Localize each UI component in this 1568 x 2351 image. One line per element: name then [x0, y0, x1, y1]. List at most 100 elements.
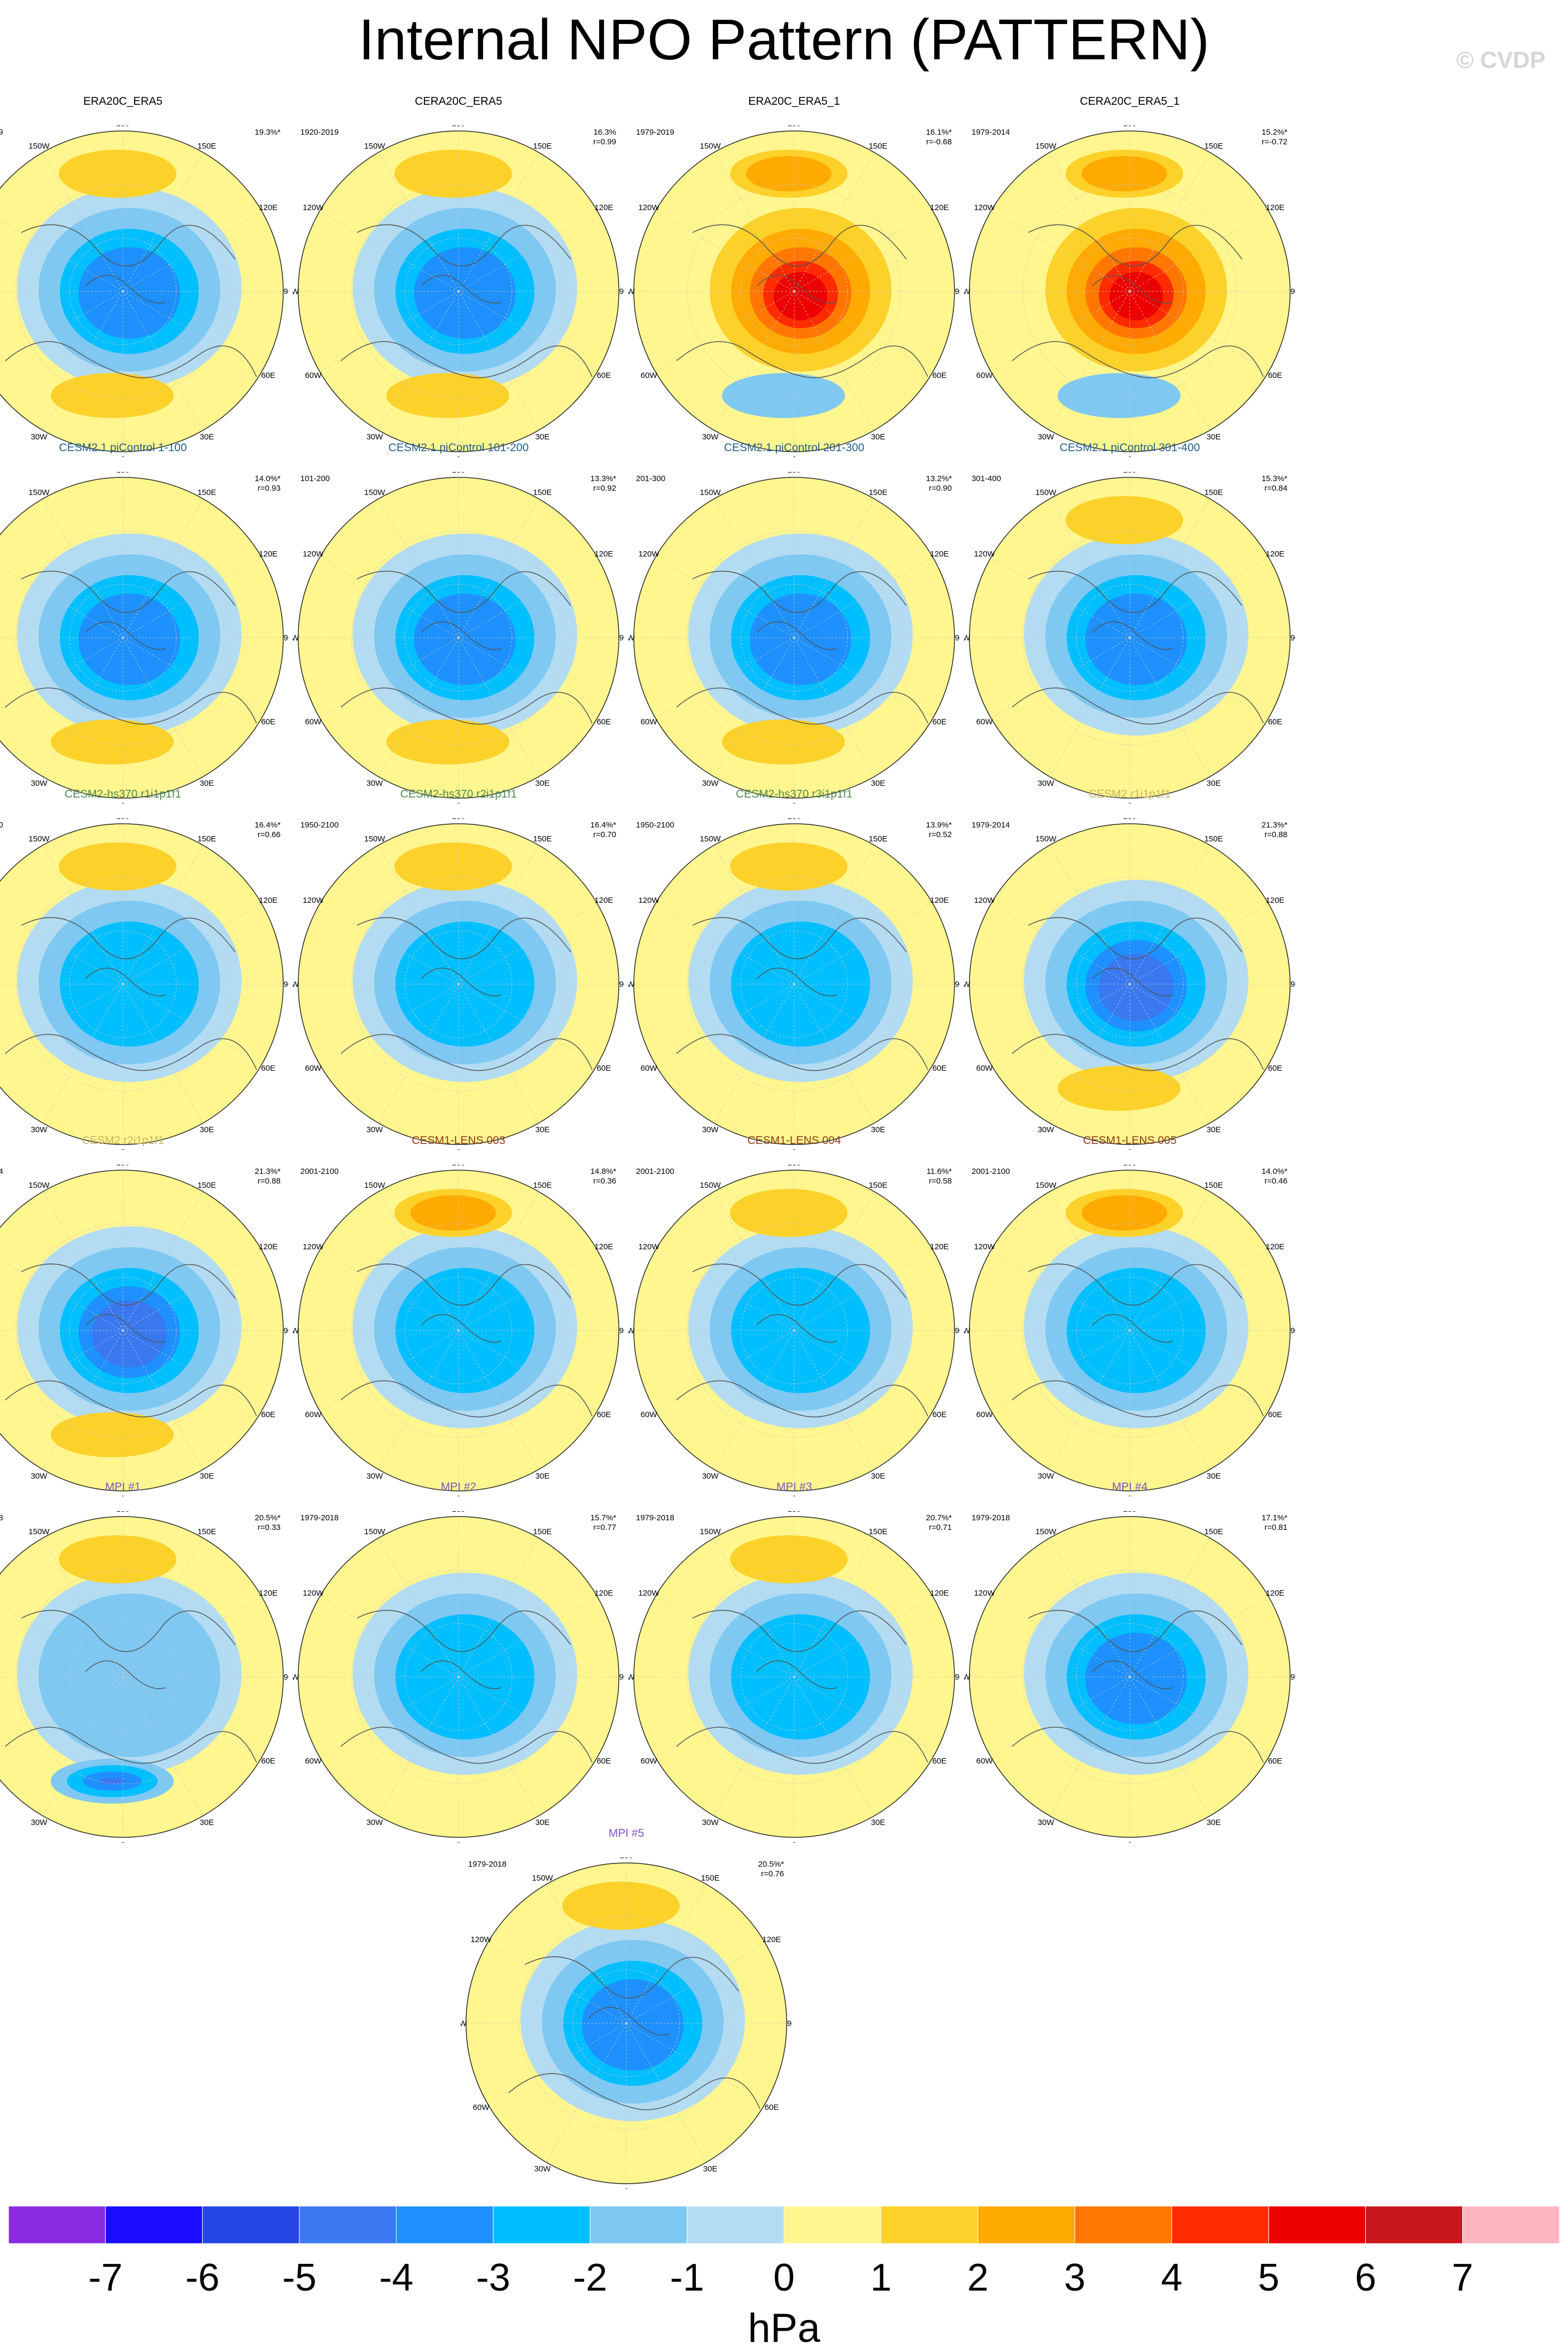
longitude-label: 30W: [367, 1818, 384, 1827]
longitude-label: 120W: [638, 896, 659, 905]
longitude-label: 180: [787, 1165, 801, 1167]
center-anomaly-contour: [38, 1594, 220, 1757]
map-panel-cesm2-1-picontrol-301-400: CESM2.1 piControl 301-400 301-400 15.3%* r=…: [943, 440, 1317, 803]
longitude-label: 30W: [1038, 1125, 1055, 1134]
longitude-label: 150W: [28, 142, 50, 151]
longitude-label: 60W: [473, 2103, 490, 2112]
center-anomaly-contour: [395, 922, 534, 1047]
longitude-label: 90W: [964, 1673, 971, 1682]
polar-map: 180 150E 120E 90E 60E 30E 0 30W 60W 90W 120W 150W: [628, 818, 960, 1150]
longitude-label: 30E: [535, 1818, 550, 1827]
longitude-label: 60W: [976, 1757, 993, 1766]
longitude-label: 120E: [930, 550, 949, 559]
map-panel-cesm1-lens-004: CESM1-LENS 004 2001-2100 11.6%*r=0.58 180 15…: [607, 1133, 981, 1496]
panel-period: 2001-2100: [300, 1167, 339, 1176]
longitude-label: 0: [121, 1840, 125, 1843]
longitude-label: 120E: [594, 896, 613, 905]
colorbar-swatch: [1462, 2206, 1559, 2244]
panel-title: CERA20C_ERA5_1: [1080, 95, 1180, 107]
colorbar-swatch: [299, 2206, 397, 2244]
map-panel-era20c-era5: ERA20C_ERA5 1920-2019 19.3%* 180 150E 120E 90E…: [0, 94, 310, 457]
panel-period: 1979-2018: [972, 1513, 1010, 1522]
colorbar-swatch: [1268, 2206, 1366, 2244]
map-boundary: [298, 1516, 619, 1838]
longitude-label: 150W: [364, 834, 385, 844]
panel-title: ERA20C_ERA5: [83, 95, 163, 107]
longitude-label: 180: [787, 1511, 801, 1514]
panel-percent-variance: 14.0%*: [1261, 1167, 1287, 1176]
lobe-anomaly-contour: [730, 842, 848, 891]
panel-percent-variance: 13.2%*: [926, 474, 952, 483]
center-anomaly-contour: [92, 1300, 167, 1367]
longitude-label: 90W: [628, 633, 635, 643]
longitude-label: 120W: [638, 1589, 659, 1598]
longitude-label: 60E: [597, 1064, 611, 1073]
polar-map: 180 150E 120E 90E 60E 30E 0 30W 60W 90W 120W 150W: [964, 1511, 1295, 1843]
colorbar-swatch: [1074, 2206, 1172, 2244]
lobe-anomaly-contour: [59, 842, 176, 891]
longitude-label: 60E: [597, 1757, 611, 1766]
lobe-anomaly-contour: [1058, 373, 1181, 418]
longitude-label: 60E: [933, 1410, 947, 1419]
longitude-label: 150E: [1204, 834, 1223, 844]
lobe-anomaly-contour: [51, 373, 174, 418]
longitude-label: 150E: [1204, 1527, 1223, 1536]
map-boundary: [633, 130, 955, 452]
map-boundary: [298, 823, 619, 1145]
longitude-label: 60W: [305, 1757, 322, 1766]
longitude-label: 90E: [955, 980, 960, 989]
panel-period: 2001-2100: [972, 1167, 1010, 1176]
longitude-label: 60W: [976, 371, 993, 380]
longitude-label: 120W: [302, 1589, 324, 1598]
longitude-label: 90W: [628, 1673, 635, 1682]
panel-correlation: r=0.99: [593, 137, 616, 146]
longitude-label: 150W: [700, 488, 721, 497]
longitude-label: 90W: [293, 287, 299, 296]
lobe-anomaly-contour: [386, 373, 509, 418]
longitude-label: 150W: [364, 1527, 385, 1536]
longitude-label: 90E: [619, 287, 624, 296]
map-boundary: [0, 1516, 284, 1838]
map-panel-mpi-5: MPI #5 1979-2018 20.5%*r=0.76 180 150E 120E 90…: [439, 1826, 813, 2189]
polar-map: 180 150E 120E 90E 60E 30E 0 30W 60W 90W 120W 150W: [964, 126, 1295, 457]
center-anomaly-contour: [731, 922, 870, 1047]
longitude-label: 150E: [533, 488, 552, 497]
map-panel-cesm2-1-picontrol-1-100: CESM2.1 piControl 1-1001-10014.0%*r=0.93…: [0, 440, 310, 803]
center-anomaly-contour: [774, 272, 827, 320]
longitude-label: 150E: [868, 488, 887, 497]
longitude-label: 150W: [364, 1181, 385, 1190]
colorbar-tick-label: 2: [967, 2256, 989, 2299]
panel-period: 1979-2014: [0, 1167, 3, 1176]
center-anomaly-contour: [750, 593, 851, 685]
map-boundary: [465, 1862, 787, 2184]
panel-period: 1950-2100: [636, 821, 674, 830]
panel-percent-variance: 11.6%*: [926, 1167, 952, 1176]
map-boundary: [969, 130, 1291, 452]
map-panel-cesm2-hs370-r3i1p1f1: CESM2-hs370 r3i1p1f1 1950-2100 13.9%* r=0.5…: [607, 786, 981, 1150]
colorbar-swatch: [687, 2206, 785, 2244]
longitude-label: 150E: [533, 142, 552, 151]
longitude-label: 150E: [1204, 488, 1223, 497]
panel-title: CERA20C_ERA5: [415, 95, 502, 107]
map-boundary: [633, 1516, 955, 1838]
polar-map: 180 150E 120E 90E 60E 30E 0 30W 60W 90W 120W 150W: [293, 1165, 624, 1496]
longitude-label: 120W: [974, 1242, 995, 1251]
longitude-label: 120W: [638, 550, 659, 559]
map-boundary: [0, 130, 284, 452]
longitude-label: 180: [787, 818, 801, 821]
longitude-label: 150E: [1204, 1181, 1223, 1190]
panel-percent-variance: 20.5%*: [758, 1860, 784, 1869]
longitude-label: 150E: [533, 1527, 552, 1536]
longitude-label: 180: [452, 1511, 465, 1514]
longitude-label: 90W: [964, 633, 971, 643]
longitude-label: 120E: [930, 896, 949, 905]
center-anomaly-contour: [1099, 954, 1174, 1021]
panel-correlation: r=-0.72: [1262, 137, 1287, 146]
lobe-anomaly-contour: [59, 1535, 176, 1583]
map-boundary: [0, 823, 284, 1145]
lobe-anomaly-contour: [730, 1189, 848, 1237]
longitude-label: 120E: [594, 203, 613, 212]
lobe-anomaly-contour: [722, 373, 845, 418]
longitude-label: 120E: [594, 1242, 613, 1251]
panel-percent-variance: 19.3%*: [254, 128, 281, 137]
